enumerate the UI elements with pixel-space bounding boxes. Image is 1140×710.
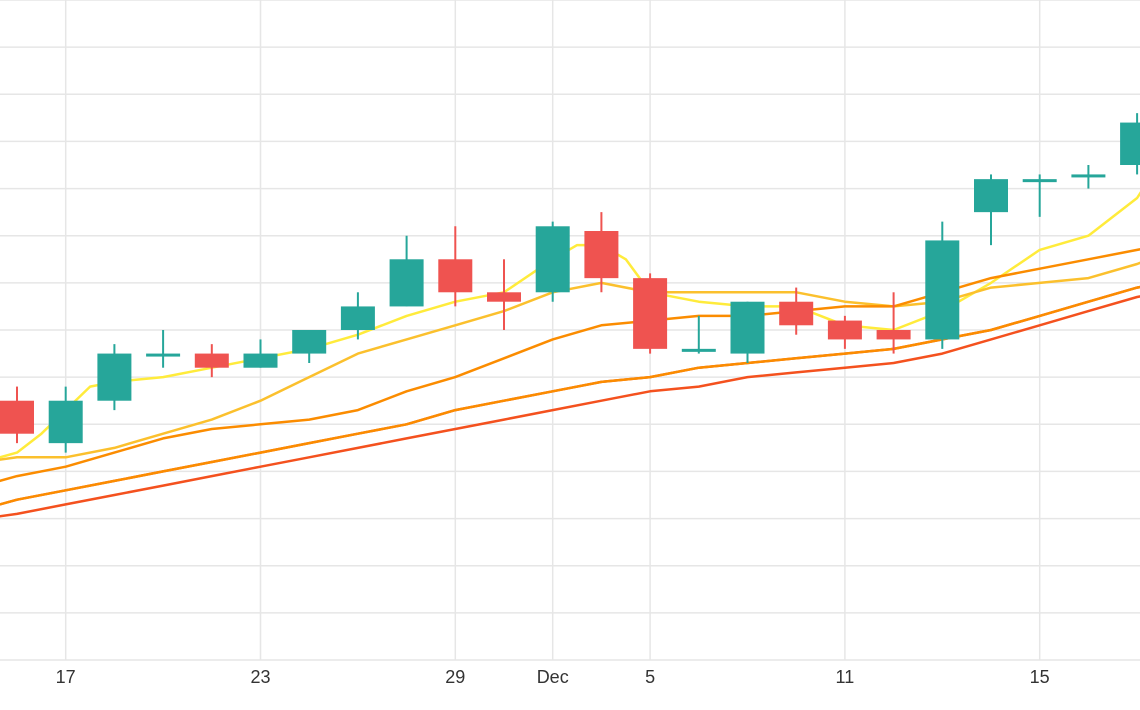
candle	[438, 226, 473, 307]
candle-body	[779, 301, 814, 326]
candle	[146, 330, 181, 368]
candle-body	[730, 301, 765, 354]
candle-body	[48, 400, 83, 444]
candle	[340, 292, 375, 340]
candle	[633, 273, 668, 354]
candle-body	[1120, 122, 1140, 165]
candle	[730, 301, 765, 363]
candle-body	[438, 259, 473, 293]
candle-body	[827, 320, 862, 340]
candle-body	[0, 400, 34, 434]
candle	[535, 221, 570, 302]
candle	[779, 287, 814, 335]
candle	[97, 344, 132, 411]
x-tick-label: 15	[1030, 667, 1050, 687]
x-tick-label: 17	[56, 667, 76, 687]
candle	[925, 221, 960, 349]
candle-body	[1071, 174, 1106, 178]
candle-body	[584, 231, 619, 279]
candle	[243, 339, 278, 368]
candle	[1022, 174, 1057, 217]
candle-body	[876, 330, 911, 340]
candle	[292, 330, 327, 363]
candle-body	[633, 278, 668, 349]
x-tick-label: Dec	[537, 667, 569, 687]
candle-body	[925, 240, 960, 340]
candle	[48, 386, 83, 453]
candle	[827, 315, 862, 349]
moving-average-line-2	[0, 261, 1140, 461]
candle	[0, 386, 34, 444]
candle-body	[487, 292, 521, 302]
moving-average-line-3	[0, 248, 1140, 483]
candle	[974, 174, 1008, 246]
candle-body	[389, 259, 424, 307]
x-tick-label: 5	[645, 667, 655, 687]
candle-body	[974, 179, 1008, 213]
candle	[1120, 113, 1140, 175]
candle-body	[681, 348, 716, 352]
x-tick-label: 11	[836, 667, 855, 687]
series-layer	[0, 191, 1140, 518]
candle	[194, 344, 229, 378]
moving-average-line-6	[0, 295, 1140, 518]
candle	[681, 315, 716, 354]
x-axis-ticks: 17 23 29 Dec 5 11 15	[56, 667, 1050, 687]
candle	[584, 212, 619, 293]
candle-body	[340, 306, 375, 330]
x-tick-label: 23	[250, 667, 270, 687]
candle	[389, 235, 424, 307]
candle-body	[1022, 179, 1057, 183]
candle-body	[146, 353, 181, 357]
candle	[1071, 165, 1106, 189]
x-tick-label: 29	[445, 667, 465, 687]
candle-body	[535, 226, 570, 293]
candle-body	[97, 353, 132, 401]
candle	[487, 259, 521, 330]
candle-layer	[0, 113, 1140, 453]
moving-average-line-1	[0, 191, 1140, 459]
grid-layer	[0, 0, 1140, 661]
candle	[876, 292, 911, 354]
moving-average-line-4	[0, 285, 1140, 506]
moving-average-line-5	[0, 285, 1140, 506]
candle-body	[194, 353, 229, 368]
candle-body	[292, 330, 327, 354]
candle-body	[243, 353, 278, 368]
